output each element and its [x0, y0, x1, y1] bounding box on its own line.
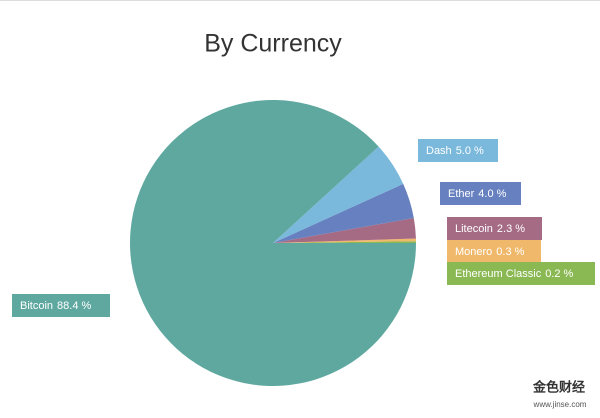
chart-title: By Currency	[204, 30, 342, 58]
label-name: Dash	[426, 145, 452, 157]
label-value: 4.0 %	[478, 188, 506, 200]
slice-label: Litecoin 2.3 %	[455, 223, 525, 235]
slice-label: Ether 4.0 %	[448, 188, 507, 200]
label-box	[418, 139, 498, 162]
label-box	[447, 240, 541, 263]
slice-label: Ethereum Classic 0.2 %	[455, 268, 574, 280]
slice-label: Dash 5.0 %	[426, 145, 484, 157]
pie-slice	[273, 218, 416, 243]
pie-slice	[273, 238, 416, 243]
label-box	[440, 182, 521, 205]
label-value: 88.4 %	[57, 300, 91, 312]
slice-label: Bitcoin 88.4 %	[20, 300, 91, 312]
pie-slice	[273, 146, 404, 243]
pie-slice	[130, 100, 417, 387]
label-name: Ether	[448, 188, 475, 200]
label-name: Monero	[455, 246, 492, 258]
label-value: 0.2 %	[545, 268, 573, 280]
label-value: 5.0 %	[456, 145, 484, 157]
watermark-url: www.jinse.com	[533, 400, 587, 409]
label-box	[447, 217, 542, 240]
label-value: 2.3 %	[497, 223, 525, 235]
label-name: Bitcoin	[20, 300, 53, 312]
watermark-brand: 金色财经	[532, 379, 585, 394]
label-name: Litecoin	[455, 223, 493, 235]
label-value: 0.3 %	[496, 246, 524, 258]
label-box	[447, 262, 595, 285]
pie-slice	[273, 241, 416, 243]
pie-slice	[273, 183, 414, 243]
slice-label: Monero 0.3 %	[455, 246, 525, 258]
label-box	[12, 294, 110, 317]
label-name: Ethereum Classic	[455, 268, 542, 280]
